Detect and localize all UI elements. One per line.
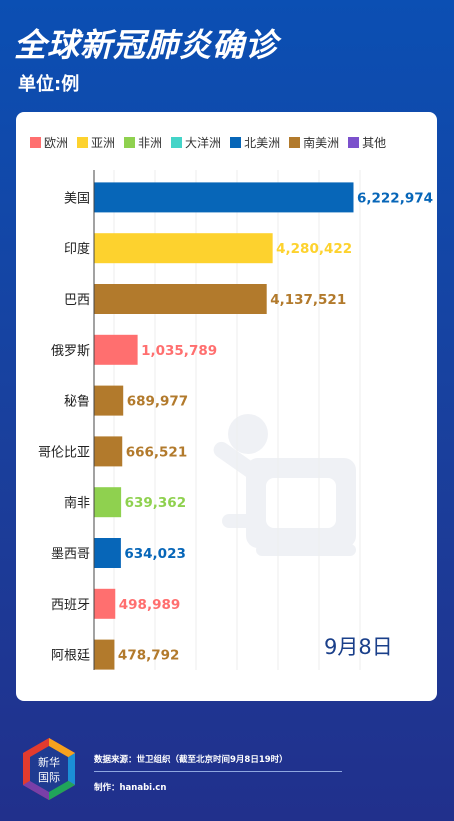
date-label: 9月8日 xyxy=(324,635,393,659)
legend-swatch xyxy=(171,137,183,148)
category-label: 巴西 xyxy=(64,293,90,308)
bar xyxy=(94,284,267,314)
chart-card: 欧洲 亚洲 非洲 大洋洲 北美洲 南美洲 其他 美国 6,222,974 印度 4,280,422… xyxy=(16,112,437,701)
value-label: 639,362 xyxy=(125,495,187,511)
xinhua-logo: 新华 国际 xyxy=(23,738,75,800)
bar xyxy=(94,334,138,365)
bar xyxy=(94,182,354,213)
bar xyxy=(94,538,121,568)
credit-text: 制作：hanabi.cn xyxy=(94,783,167,793)
category-label: 印度 xyxy=(64,241,90,257)
legend-swatch xyxy=(30,137,41,148)
legend-label: 亚洲 xyxy=(91,136,116,150)
legend-item: 大洋洲 xyxy=(171,134,221,151)
legend-label: 欧洲 xyxy=(44,136,69,150)
category-label: 墨西哥 xyxy=(51,547,90,562)
legend-item: 其他 xyxy=(348,134,386,151)
legend-swatch xyxy=(230,137,242,148)
category-label: 西班牙 xyxy=(51,598,90,613)
category-label: 南非 xyxy=(64,495,90,511)
legend-label: 非洲 xyxy=(138,136,163,150)
legend-label: 其他 xyxy=(362,136,387,150)
legend-item: 南美洲 xyxy=(289,134,339,151)
unit-label: 单位:例 xyxy=(18,74,80,95)
legend-item: 北美洲 xyxy=(230,134,280,151)
bar-chart: 美国 6,222,974 印度 4,280,422 巴西 4,137,521 俄罗斯 1,03… xyxy=(38,170,433,670)
legend-label: 北美洲 xyxy=(244,136,281,150)
bar xyxy=(94,639,115,670)
value-label: 4,137,521 xyxy=(270,292,346,308)
category-label: 哥伦比亚 xyxy=(38,445,90,460)
legend-swatch xyxy=(77,137,89,148)
legend-swatch xyxy=(348,137,360,148)
data-source: 数据来源：世卫组织（截至北京时间9月8日19时） xyxy=(94,755,288,765)
value-label: 6,222,974 xyxy=(357,190,433,206)
bar xyxy=(94,385,124,416)
value-label: 478,792 xyxy=(118,648,180,664)
logo-line1: 新华 xyxy=(38,755,60,769)
legend-label: 大洋洲 xyxy=(185,136,222,150)
chart-legend: 欧洲 亚洲 非洲 大洋洲 北美洲 南美洲 其他 xyxy=(30,134,430,151)
legend-item: 非洲 xyxy=(124,134,162,151)
legend-swatch xyxy=(289,137,301,148)
category-label: 秘鲁 xyxy=(64,395,90,410)
footer-divider xyxy=(94,771,342,772)
category-label: 俄罗斯 xyxy=(51,344,90,359)
category-label: 美国 xyxy=(64,191,90,206)
value-label: 666,521 xyxy=(126,444,188,460)
legend-label: 南美洲 xyxy=(303,136,340,150)
logo-line2: 国际 xyxy=(38,771,60,784)
value-label: 4,280,422 xyxy=(276,241,352,257)
value-label: 634,023 xyxy=(124,546,186,562)
legend-item: 亚洲 xyxy=(77,134,115,151)
bar xyxy=(94,487,122,518)
legend-item: 欧洲 xyxy=(30,134,68,151)
bar xyxy=(94,588,116,619)
value-label: 1,035,789 xyxy=(141,343,217,359)
legend-swatch xyxy=(124,137,136,148)
value-label: 498,989 xyxy=(119,597,181,613)
value-label: 689,977 xyxy=(127,394,189,410)
page-title: 全球新冠肺炎确诊 xyxy=(14,26,279,64)
category-label: 阿根廷 xyxy=(51,649,90,664)
bar xyxy=(94,233,273,264)
bar xyxy=(94,436,123,467)
